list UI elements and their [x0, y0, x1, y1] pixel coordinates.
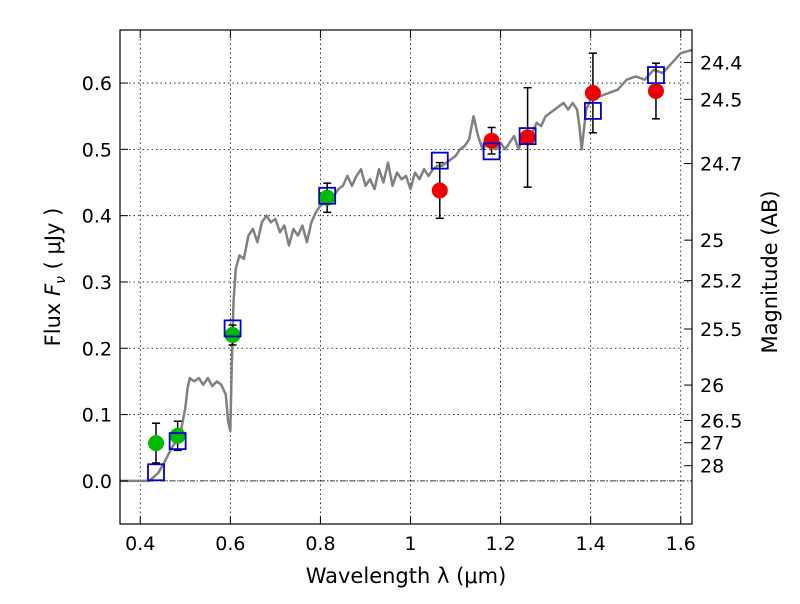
- y-tick-label: 0.6: [82, 73, 112, 95]
- green-data-point: [169, 427, 186, 444]
- plot-frame: [119, 29, 693, 525]
- model-square-marker: [318, 186, 337, 205]
- x-tick-label: 0.6: [215, 533, 245, 555]
- y-tick-label: 0.1: [82, 405, 112, 427]
- red-data-point: [431, 182, 448, 199]
- y-tick-label: 0.4: [82, 206, 112, 228]
- y-axis-title: Flux Fν ( μJy ): [41, 208, 69, 347]
- y2-tick-label: 27: [700, 433, 724, 455]
- x-tick-label: 1.6: [666, 533, 696, 555]
- axes: 0.4 0.6 0.8 1 1.2 1.4 1.6 0.0 0.1 0.2 0.3 0.4 0.5 0.6…: [82, 30, 742, 555]
- x-tick-label: 1.4: [576, 533, 606, 555]
- y-tick-label: 0.0: [82, 471, 112, 493]
- marker-layer: [147, 52, 665, 482]
- grid: [120, 30, 692, 524]
- model-square-marker: [482, 142, 501, 161]
- series-layer: [120, 48, 692, 483]
- spectrum-line: [120, 48, 692, 483]
- y2-tick-label: 24.4: [700, 53, 742, 75]
- x-tick-label: 1: [404, 533, 416, 555]
- y2-tick-label: 26.5: [700, 410, 742, 432]
- x-tick-label: 0.4: [125, 533, 155, 555]
- red-data-point: [519, 129, 536, 146]
- model-square-marker: [223, 319, 242, 338]
- y-tick-label: 0.5: [82, 139, 112, 161]
- y2-tick-label: 25: [700, 230, 724, 252]
- y-axis-title-prefix: Flux: [41, 296, 65, 346]
- y-axis-title-subscript: ν: [53, 276, 69, 284]
- y-axis-title-symbol: F: [41, 283, 65, 296]
- y2-tick-label: 26: [700, 375, 724, 397]
- model-square-marker: [430, 151, 449, 170]
- model-square-marker: [584, 101, 602, 120]
- model-square-marker: [168, 432, 187, 451]
- model-square-marker: [147, 463, 165, 482]
- red-data-point: [647, 83, 664, 100]
- y2-tick-label: 24.5: [700, 89, 742, 111]
- green-data-point: [224, 327, 241, 344]
- y2-tick-label: 25.2: [700, 271, 742, 293]
- y-axis-title-unit: ( μJy ): [41, 208, 65, 276]
- model-square-marker: [647, 66, 665, 84]
- y2-tick-label: 24.7: [700, 154, 742, 176]
- y-tick-label: 0.3: [82, 272, 112, 294]
- y2-tick-label: 25.5: [700, 319, 742, 341]
- red-data-point: [584, 84, 601, 101]
- green-data-point: [148, 435, 165, 452]
- y-tick-label: 0.2: [82, 338, 112, 360]
- x-axis-title: Wavelength λ (μm): [306, 564, 507, 588]
- x-tick-label: 0.8: [305, 533, 335, 555]
- green-data-point: [319, 189, 336, 206]
- plot-background: [120, 30, 692, 524]
- red-data-point: [483, 132, 500, 149]
- x-tick-label: 1.2: [485, 533, 515, 555]
- y2-tick-label: 28: [700, 456, 724, 478]
- y2-axis-title: Magnitude (AB): [758, 190, 782, 353]
- model-square-marker: [518, 127, 537, 145]
